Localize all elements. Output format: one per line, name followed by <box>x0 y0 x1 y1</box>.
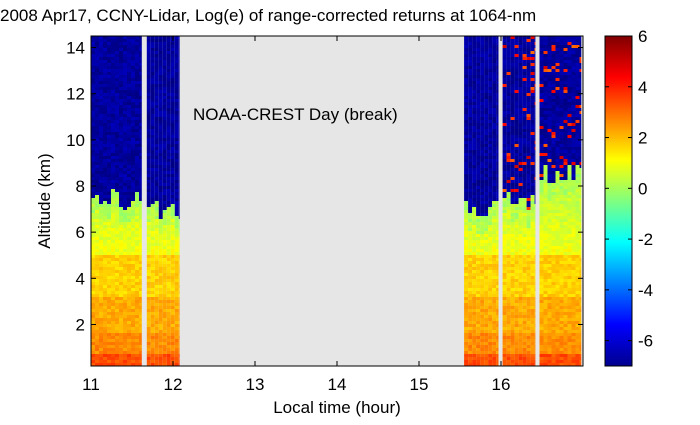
x-tick-label: 13 <box>246 375 265 394</box>
lidar-data-block <box>540 36 582 366</box>
chart-title: 2008 Apr17, CCNY-Lidar, Log(e) of range-… <box>0 6 536 25</box>
y-tick-label: 8 <box>76 177 85 196</box>
colorbar-tick-label: -6 <box>638 332 653 351</box>
y-axis-label: Altitude (km) <box>35 153 54 248</box>
colorbar-tick-label: -4 <box>638 281 653 300</box>
y-tick-label: 6 <box>76 223 85 242</box>
colorbar-tick-label: 4 <box>638 78 647 97</box>
x-tick-label: 16 <box>492 375 511 394</box>
colorbar-tick-label: 0 <box>638 179 647 198</box>
colorbar-tick-label: -2 <box>638 230 653 249</box>
break-annotation: NOAA-CREST Day (break) <box>193 105 398 124</box>
y-tick-label: 14 <box>66 39 85 58</box>
lidar-data-block <box>464 36 498 366</box>
colorbar-tick-label: 6 <box>638 27 647 46</box>
y-tick-label: 10 <box>66 131 85 150</box>
lidar-data-block <box>147 36 180 366</box>
y-tick-label: 4 <box>76 269 85 288</box>
colorbar <box>605 36 632 366</box>
colorbar-tick-label: 2 <box>638 129 647 148</box>
y-tick-label: 12 <box>66 85 85 104</box>
x-tick-label: 11 <box>82 375 100 394</box>
x-tick-label: 12 <box>164 375 183 394</box>
y-tick-label: 2 <box>76 315 85 334</box>
lidar-data-block <box>503 36 536 366</box>
lidar-data-block <box>91 36 142 366</box>
x-tick-label: 14 <box>328 375 347 394</box>
x-axis-label: Local time (hour) <box>273 398 401 417</box>
x-tick-label: 15 <box>410 375 429 394</box>
